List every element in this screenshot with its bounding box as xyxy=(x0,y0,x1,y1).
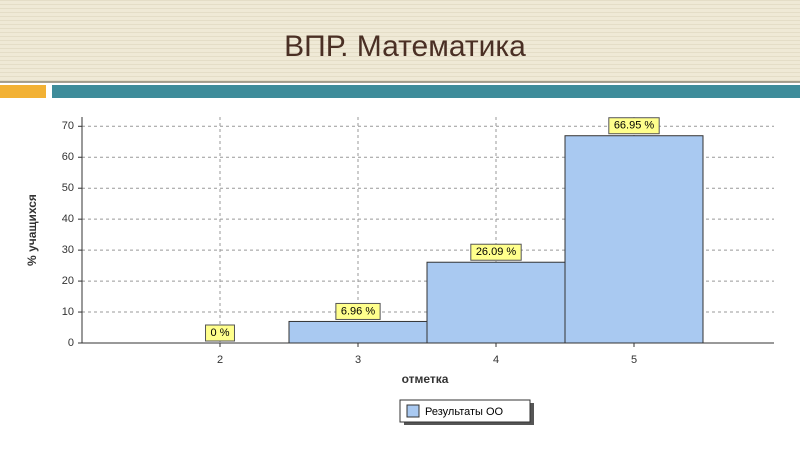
y-tick-label: 40 xyxy=(62,213,74,225)
value-label-box xyxy=(205,324,235,342)
y-tick-label: 50 xyxy=(62,182,74,194)
x-tick-label: 4 xyxy=(493,354,499,366)
x-tick-label: 2 xyxy=(217,354,223,366)
value-label: 6.96 % xyxy=(341,305,375,317)
accent-teal xyxy=(52,85,800,98)
value-label: 0 % xyxy=(211,327,230,339)
bar xyxy=(426,261,566,344)
bar xyxy=(564,135,704,344)
x-axis-label: отметка xyxy=(402,372,449,386)
value-label-box xyxy=(470,243,522,261)
value-label-box xyxy=(608,117,660,135)
x-tick-label: 5 xyxy=(631,354,637,366)
y-tick-label: 20 xyxy=(62,275,74,287)
legend-swatch xyxy=(406,404,420,418)
y-axis-label: % учащихся xyxy=(25,194,39,266)
accent-orange xyxy=(0,85,46,98)
bar xyxy=(288,320,428,344)
y-tick-label: 60 xyxy=(62,151,74,163)
y-tick-label: 0 xyxy=(68,337,74,349)
legend-label: Результаты ОО xyxy=(425,406,504,418)
header-band xyxy=(0,0,800,82)
y-tick-label: 70 xyxy=(62,120,74,132)
value-label: 26.09 % xyxy=(476,246,517,258)
y-tick-label: 10 xyxy=(62,306,74,318)
value-label-box xyxy=(335,302,381,320)
y-tick-label: 30 xyxy=(62,244,74,256)
x-tick-label: 3 xyxy=(355,354,361,366)
slide-title: ВПР. Математика xyxy=(284,30,526,63)
value-label: 66.95 % xyxy=(614,120,655,132)
legend-box xyxy=(399,399,531,423)
